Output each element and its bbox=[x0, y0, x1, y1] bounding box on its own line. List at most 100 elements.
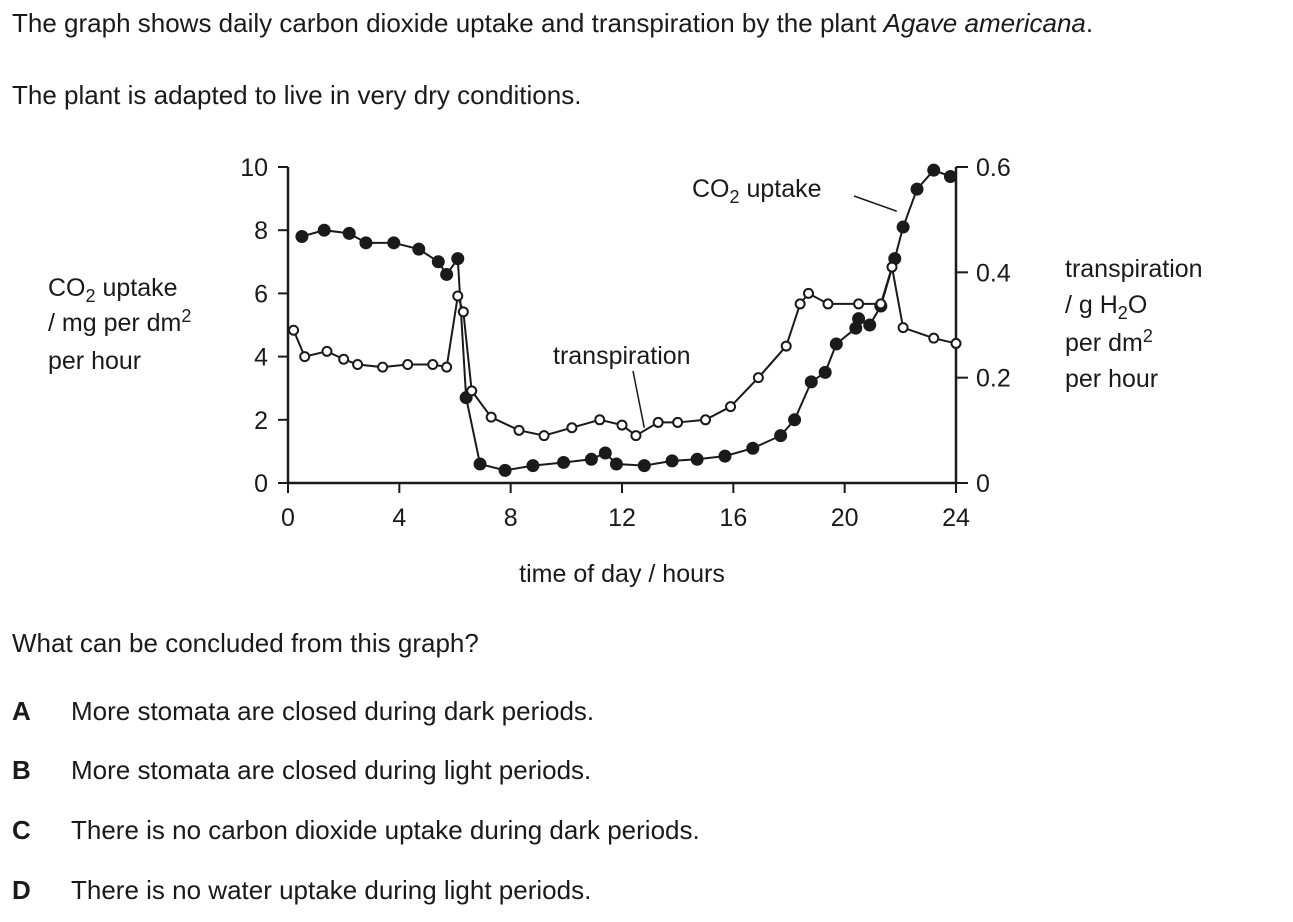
co2-uptake-point bbox=[910, 182, 924, 196]
transpiration-line bbox=[292, 266, 957, 437]
x-tick-label: 16 bbox=[719, 504, 747, 532]
transpiration-point bbox=[928, 332, 940, 344]
y-left-axis-title-line: per hour bbox=[48, 347, 141, 375]
co2-uptake-point bbox=[609, 457, 623, 471]
co2-uptake-point bbox=[473, 457, 487, 471]
transpiration-point bbox=[630, 430, 642, 442]
co2-uptake-point bbox=[637, 459, 651, 473]
transpiration-point bbox=[466, 385, 478, 397]
y-right-axis-title-line: per hour bbox=[1065, 365, 1158, 393]
y-left-tick-label: 0 bbox=[254, 470, 268, 498]
option-letter: A bbox=[12, 696, 31, 726]
option-letter: C bbox=[12, 815, 31, 845]
co2-uptake-point bbox=[818, 365, 832, 379]
transpiration-point bbox=[752, 372, 764, 384]
y-right-axis-title-line: / g H2O bbox=[1065, 291, 1147, 323]
transpiration-point bbox=[566, 422, 578, 434]
co2-uptake-point bbox=[295, 230, 309, 244]
species-name: Agave americana bbox=[883, 8, 1086, 38]
y-left-tick-label: 6 bbox=[254, 280, 268, 308]
x-tick-label: 8 bbox=[504, 504, 518, 532]
option-text: There is no carbon dioxide uptake during… bbox=[71, 815, 700, 845]
transpiration-annotation: transpiration bbox=[553, 342, 691, 370]
co2-uptake-leader-line bbox=[853, 195, 898, 212]
y-right-tick-label: 0.6 bbox=[976, 154, 1011, 182]
co2-uptake-point bbox=[387, 236, 401, 250]
co2-uptake-point bbox=[498, 463, 512, 477]
option-letter: B bbox=[12, 755, 31, 785]
co2-uptake-point bbox=[526, 459, 540, 473]
option-text: More stomata are closed during light per… bbox=[71, 755, 592, 785]
co2-uptake-point bbox=[690, 452, 704, 466]
question-prompt: What can be concluded from this graph? bbox=[12, 628, 479, 658]
transpiration-point bbox=[538, 430, 550, 442]
co2-uptake-point bbox=[359, 236, 373, 250]
transpiration-point bbox=[822, 298, 834, 310]
transpiration-point bbox=[950, 337, 962, 349]
co2-uptake-point bbox=[829, 337, 843, 351]
co2-uptake-point bbox=[557, 455, 571, 469]
question-adaptation: The plant is adapted to live in very dry… bbox=[12, 80, 582, 110]
y-left-tick-label: 2 bbox=[254, 407, 268, 435]
y-left-tick-label: 10 bbox=[240, 154, 268, 182]
option-letter: D bbox=[12, 875, 31, 905]
transpiration-point bbox=[594, 414, 606, 426]
transpiration-point bbox=[485, 411, 497, 423]
co2-uptake-point bbox=[718, 449, 732, 463]
transpiration-point bbox=[452, 290, 464, 302]
co2-uptake-point bbox=[896, 220, 910, 234]
x-axis-title: time of day / hours bbox=[519, 560, 725, 588]
transpiration-point bbox=[321, 345, 333, 357]
co2-uptake-point bbox=[431, 255, 445, 269]
co2-uptake-point bbox=[852, 312, 866, 326]
y-right-axis-title-line: per dm2 bbox=[1065, 326, 1153, 357]
co2-uptake-point bbox=[584, 452, 598, 466]
x-tick-label: 0 bbox=[281, 504, 295, 532]
transpiration-point bbox=[377, 361, 389, 373]
transpiration-point bbox=[427, 359, 439, 370]
co2-uptake-point bbox=[746, 441, 760, 455]
series-markers bbox=[288, 163, 962, 477]
transpiration-point bbox=[338, 353, 350, 365]
transpiration-point bbox=[441, 361, 453, 373]
question-intro: The graph shows daily carbon dioxide upt… bbox=[12, 8, 1093, 39]
question-intro-text: The graph shows daily carbon dioxide upt… bbox=[12, 8, 884, 38]
co2-uptake-point bbox=[412, 242, 426, 256]
transpiration-point bbox=[875, 298, 887, 310]
transpiration-point bbox=[299, 351, 311, 363]
co2-uptake-point bbox=[774, 429, 788, 443]
y-right-axis-title-line: transpiration bbox=[1065, 255, 1203, 283]
transpiration-point bbox=[853, 298, 865, 310]
transpiration-point bbox=[780, 340, 792, 352]
transpiration-point bbox=[897, 322, 909, 334]
y-right-tick-label: 0.2 bbox=[976, 365, 1011, 393]
co2-uptake-point bbox=[451, 252, 465, 266]
x-tick-label: 20 bbox=[831, 504, 859, 532]
transpiration-point bbox=[457, 306, 469, 318]
co2-uptake-point bbox=[665, 454, 679, 468]
co2-uptake-point bbox=[863, 318, 877, 332]
option-text: There is no water uptake during light pe… bbox=[71, 875, 592, 905]
y-right-tick-label: 0.4 bbox=[976, 259, 1011, 287]
x-tick-label: 12 bbox=[608, 504, 636, 532]
transpiration-point bbox=[652, 416, 664, 428]
transpiration-point bbox=[402, 359, 414, 370]
option-text: More stomata are closed during dark peri… bbox=[71, 696, 595, 726]
co2-uptake-point bbox=[317, 223, 331, 237]
transpiration-point bbox=[802, 287, 814, 299]
y-left-axis-title-line: CO2 uptake bbox=[48, 274, 178, 306]
co2-uptake-point bbox=[440, 267, 454, 281]
transpiration-point bbox=[725, 401, 737, 413]
question-intro-end: . bbox=[1085, 8, 1094, 38]
x-tick-label: 24 bbox=[942, 504, 970, 532]
y-left-axis-title-line: / mg per dm2 bbox=[48, 306, 191, 337]
transpiration-point bbox=[886, 261, 898, 273]
transpiration-point bbox=[352, 359, 364, 370]
transpiration-point bbox=[288, 324, 300, 336]
transpiration-leader-line bbox=[632, 370, 646, 428]
co2-uptake-point bbox=[943, 169, 957, 183]
co2-uptake-annotation: CO2 uptake bbox=[692, 175, 822, 207]
